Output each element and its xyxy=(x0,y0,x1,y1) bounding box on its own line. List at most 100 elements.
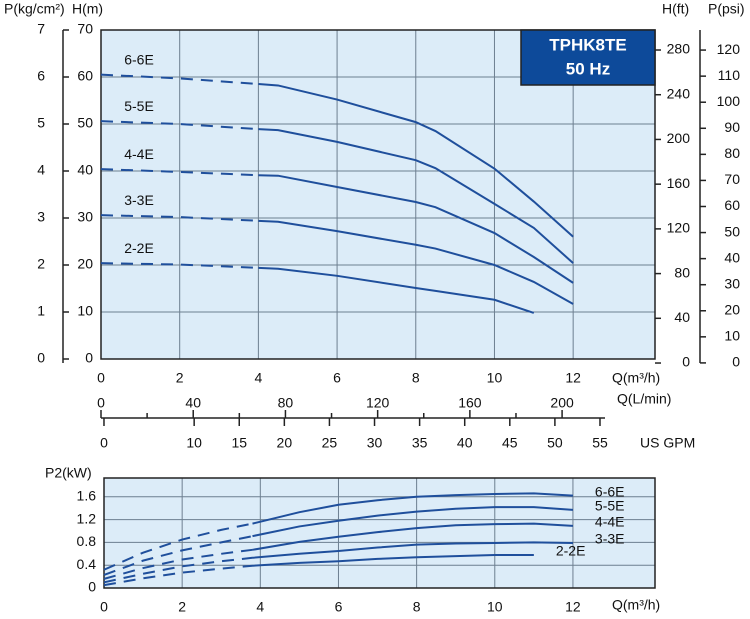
series-line xyxy=(258,219,574,305)
y-tick-label: 160 xyxy=(667,175,691,191)
y-tick-label: 60 xyxy=(77,68,93,84)
y-axis-label: P2(kW) xyxy=(45,465,92,481)
y-tick-label: 100 xyxy=(717,93,741,109)
x-tick-label: 25 xyxy=(322,435,338,451)
x-tick-label: 0 xyxy=(97,370,105,386)
y-tick-label: 10 xyxy=(77,303,93,319)
y-tick-label: 120 xyxy=(667,220,691,236)
axis-label: Q(L/min) xyxy=(617,391,671,407)
x-tick-label: 45 xyxy=(502,435,518,451)
x-tick-label: 30 xyxy=(367,435,383,451)
x-tick-label: 200 xyxy=(550,395,574,411)
y-tick-label: 6 xyxy=(37,68,45,84)
series-line xyxy=(252,506,574,538)
y-tick-label: 20 xyxy=(724,301,740,317)
y-tick-label: 0.4 xyxy=(77,556,97,572)
series-line-dashed xyxy=(103,556,253,584)
series-label: 6-6E xyxy=(124,51,154,67)
y-tick-label: 120 xyxy=(717,41,741,57)
x-tick-label: 4 xyxy=(256,599,264,615)
y-tick-label: 200 xyxy=(667,130,691,146)
series-label: 2-2E xyxy=(556,543,586,559)
y-tick-label: 0 xyxy=(85,350,93,366)
y-tick-label: 40 xyxy=(724,249,740,265)
y-tick-label: 2 xyxy=(37,256,45,272)
x-tick-label: 10 xyxy=(487,599,503,615)
series-line xyxy=(258,266,535,314)
x-tick-label: 6 xyxy=(335,599,343,615)
y-tick-label: 240 xyxy=(667,85,691,101)
y-tick-label: 4 xyxy=(37,162,45,178)
series-label: 5-5E xyxy=(124,98,154,114)
y-tick-label: 7 xyxy=(37,21,45,37)
x-tick-label: 40 xyxy=(457,435,473,451)
y-tick-label: 90 xyxy=(724,119,740,135)
x-tick-label: 0 xyxy=(100,599,108,615)
x-tick-label: 4 xyxy=(254,370,262,386)
y-tick-label: 70 xyxy=(724,171,740,187)
series-line-dashed xyxy=(103,548,253,580)
series-line xyxy=(258,128,574,264)
plot-border xyxy=(100,29,656,360)
series-label: 3-3E xyxy=(124,192,154,208)
series-line xyxy=(252,522,573,551)
y-tick-label: 30 xyxy=(724,275,740,291)
y-tick-label: 20 xyxy=(77,256,93,272)
x-tick-label: 10 xyxy=(186,435,202,451)
x-tick-label: 12 xyxy=(565,370,581,386)
x-tick-label: 15 xyxy=(231,435,247,451)
series-label: 4-4E xyxy=(124,146,154,162)
x-tick-label: 35 xyxy=(412,435,428,451)
y-tick-label: 110 xyxy=(718,67,741,83)
x-tick-label: 10 xyxy=(487,370,503,386)
y-tick-label: 40 xyxy=(674,309,690,325)
series-label: 5-5E xyxy=(595,498,625,514)
x-tick-label: 2 xyxy=(178,599,186,615)
x-tick-label: 12 xyxy=(565,599,581,615)
x-axis-label: Q(m³/h) xyxy=(612,597,660,613)
x-tick-label: 40 xyxy=(185,395,201,411)
y-tick-label: 70 xyxy=(77,21,93,37)
y-tick-label: 60 xyxy=(724,197,740,213)
y-tick-label: 50 xyxy=(77,115,93,131)
x-tick-label: 8 xyxy=(412,370,420,386)
series-line-dashed xyxy=(100,262,259,269)
axis-label: P(kg/cm²) xyxy=(4,1,65,17)
y-tick-label: 1 xyxy=(37,303,45,319)
series-line-dashed xyxy=(100,214,259,222)
y-tick-label: 5 xyxy=(37,115,45,131)
y-tick-label: 30 xyxy=(77,209,93,225)
axis-label: H(ft) xyxy=(662,1,689,17)
x-tick-label: 50 xyxy=(547,435,563,451)
y-tick-label: 80 xyxy=(674,264,690,280)
x-tick-label: 2 xyxy=(176,370,184,386)
x-tick-label: 6 xyxy=(333,370,341,386)
chart-title: TPHK8TE xyxy=(549,35,626,54)
y-tick-label: 1.6 xyxy=(77,488,97,504)
y-tick-label: 10 xyxy=(724,328,740,344)
series-line xyxy=(252,492,573,525)
x-tick-label: 0 xyxy=(97,395,105,411)
series-label: 4-4E xyxy=(595,514,625,530)
y-tick-label: 1.2 xyxy=(77,510,97,526)
title-box xyxy=(520,29,656,86)
y-axis-label: H(m) xyxy=(72,1,103,17)
y-tick-label: 3 xyxy=(37,209,45,225)
series-line xyxy=(252,541,573,559)
y-tick-label: 0 xyxy=(37,350,45,366)
x-tick-label: 0 xyxy=(100,435,108,451)
series-label: 3-3E xyxy=(595,531,625,547)
x-tick-label: 120 xyxy=(366,395,390,411)
x-tick-label: 20 xyxy=(277,435,293,451)
x-tick-label: 55 xyxy=(592,435,608,451)
y-tick-label: 40 xyxy=(77,162,93,178)
axis-label: US GPM xyxy=(640,435,695,451)
series-line xyxy=(258,83,574,238)
x-axis-label: Q(m³/h) xyxy=(612,370,660,386)
series-line-dashed xyxy=(103,564,253,587)
axis-label: P(psi) xyxy=(708,1,745,17)
x-tick-label: 8 xyxy=(413,599,421,615)
y-tick-label: 0 xyxy=(682,354,690,370)
